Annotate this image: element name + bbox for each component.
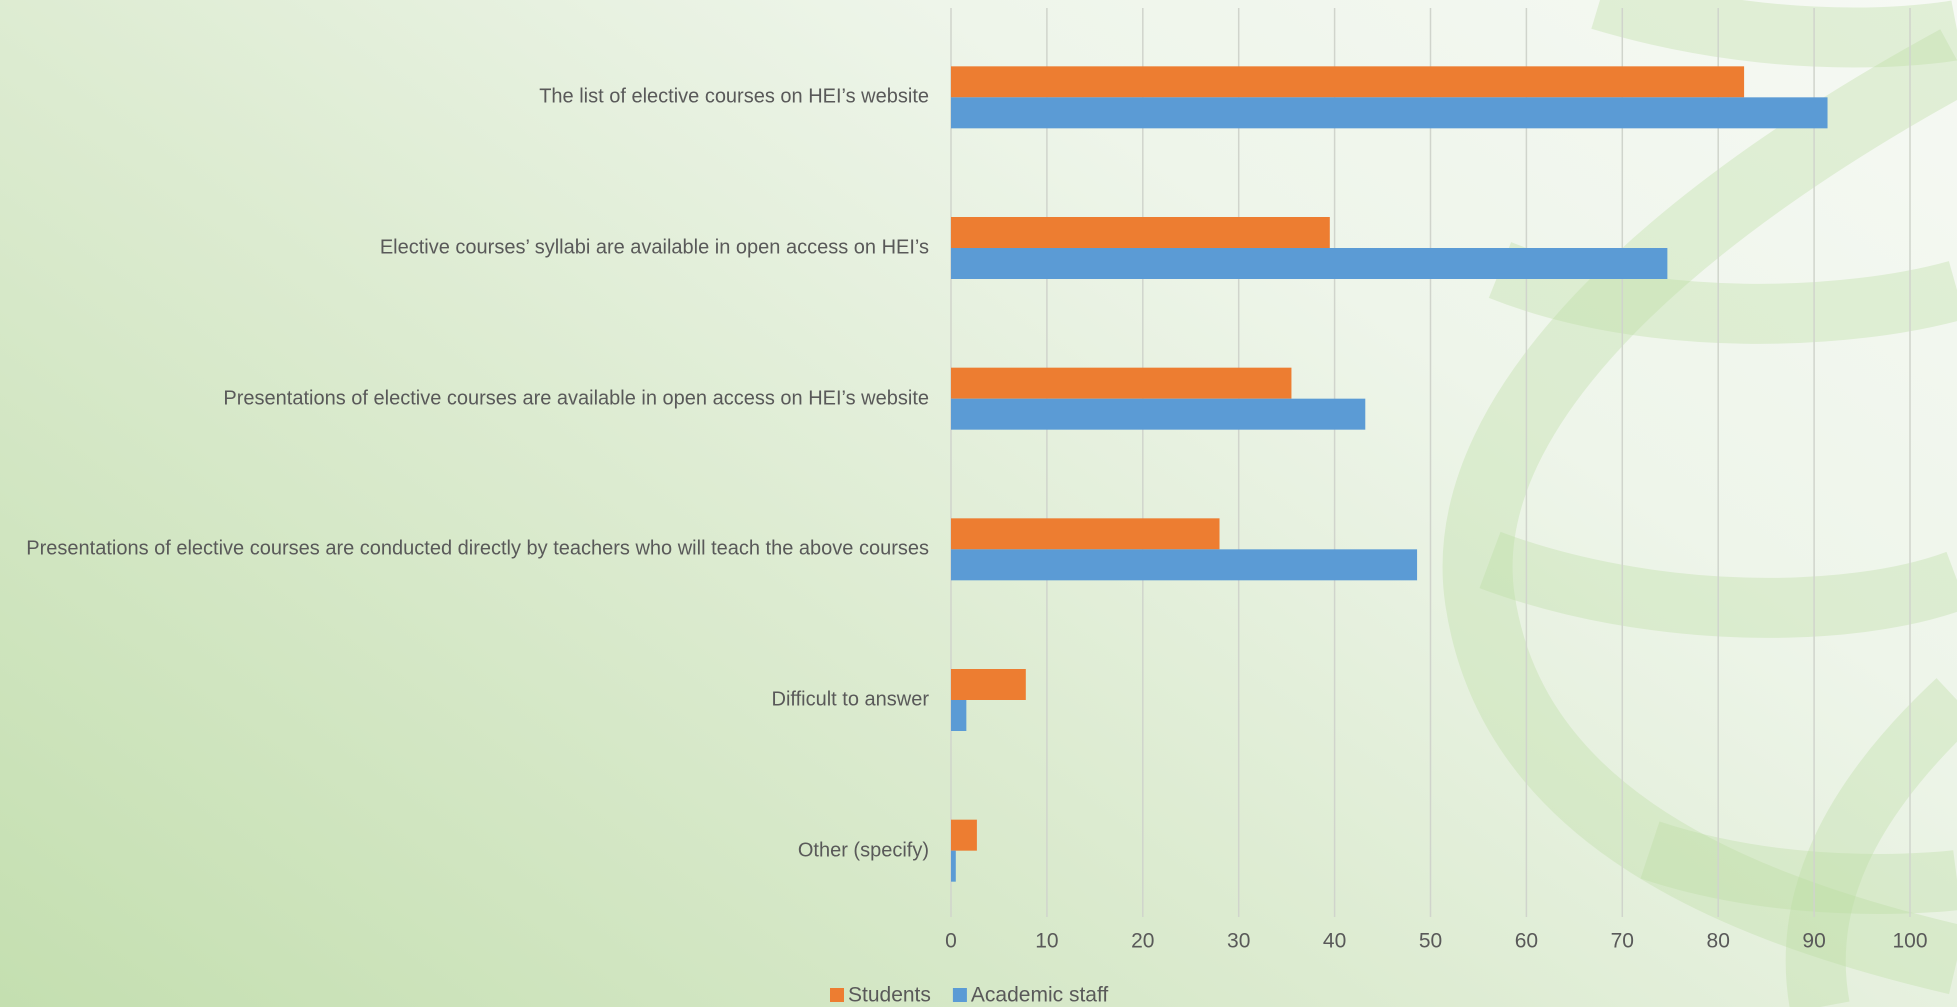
- bar: [951, 217, 1330, 248]
- x-tick-label: 50: [1419, 930, 1442, 953]
- x-tick-label: 90: [1802, 930, 1825, 953]
- category-label: Elective courses’ syllabi are available …: [15, 234, 929, 263]
- category-label-text: Presentations of elective courses are co…: [26, 537, 929, 560]
- bar: [951, 367, 1292, 399]
- x-tick-label: 0: [945, 930, 957, 953]
- bar: [951, 850, 956, 882]
- bar: [951, 97, 1828, 129]
- x-tick-label: 30: [1227, 930, 1250, 953]
- category-label: Difficult to answer: [15, 686, 929, 715]
- legend-label: Students: [848, 984, 931, 1007]
- category-label-text: The list of elective courses on HEI’s we…: [539, 85, 929, 108]
- x-tick-label: 60: [1515, 930, 1538, 953]
- x-tick-label: 100: [1892, 930, 1927, 953]
- category-label: Presentations of elective courses are co…: [15, 535, 929, 564]
- x-tick-label: 40: [1323, 930, 1346, 953]
- bar: [951, 66, 1745, 98]
- decoration: [1442, 0, 1957, 1007]
- x-tick-label: 70: [1611, 930, 1634, 953]
- category-label: Presentations of elective courses are av…: [15, 384, 929, 413]
- plot-area: 0 10 20 30 40 50 60 70 80 90 100: [945, 8, 1928, 953]
- category-label-text: Other (specify): [797, 839, 929, 862]
- legend: Students Academic staff: [830, 984, 1108, 1007]
- legend-label: Academic staff: [971, 984, 1109, 1007]
- legend-swatch: [952, 988, 967, 1002]
- bar: [951, 398, 1366, 430]
- category-label: The list of elective courses on HEI’s we…: [15, 83, 929, 112]
- bar: [951, 669, 1026, 700]
- x-tick-label: 80: [1707, 930, 1730, 953]
- category-label-text: Elective courses’ syllabi are available …: [379, 236, 929, 259]
- x-tick-label: 10: [1035, 930, 1058, 953]
- bar: [951, 700, 967, 731]
- category-label-text: Presentations of elective courses are av…: [223, 387, 929, 410]
- category-label-text: Difficult to answer: [771, 688, 929, 711]
- bar: [951, 248, 1668, 279]
- legend-swatch: [830, 988, 844, 1002]
- category-label: Other (specify): [15, 836, 929, 865]
- bar: [951, 549, 1418, 581]
- bar: [951, 819, 977, 851]
- x-tick-label: 20: [1131, 930, 1154, 953]
- bar: [951, 518, 1220, 550]
